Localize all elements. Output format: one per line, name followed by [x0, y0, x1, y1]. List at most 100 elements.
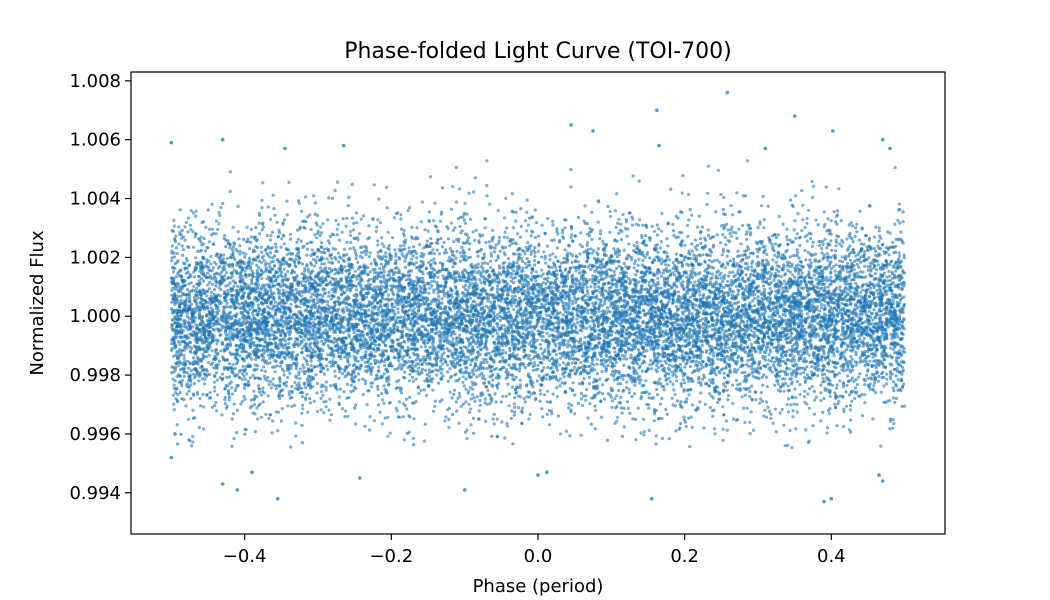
data-point: [229, 305, 233, 309]
data-point: [181, 248, 186, 252]
data-point: [478, 278, 482, 282]
data-point: [882, 384, 886, 388]
data-point: [811, 424, 815, 428]
data-point: [849, 403, 853, 408]
data-point: [771, 258, 775, 262]
data-point: [450, 412, 455, 416]
data-point: [254, 226, 258, 230]
data-point: [408, 355, 412, 359]
data-point: [502, 365, 506, 369]
data-point: [427, 368, 431, 372]
data-point: [271, 419, 275, 423]
data-point: [662, 340, 666, 344]
data-point: [285, 375, 290, 380]
data-point: [405, 407, 409, 411]
data-point: [418, 243, 422, 247]
data-point: [253, 430, 257, 434]
data-point: [877, 226, 882, 230]
data-point: [496, 208, 500, 213]
data-point: [821, 242, 825, 247]
data-point: [202, 382, 207, 386]
data-point: [693, 238, 698, 242]
data-point: [802, 366, 806, 370]
data-point: [378, 410, 382, 414]
data-point: [595, 372, 600, 376]
data-point: [375, 225, 379, 229]
data-point: [885, 377, 889, 381]
data-point: [214, 219, 218, 223]
data-point: [593, 404, 597, 408]
data-point: [804, 428, 808, 432]
data-point: [779, 275, 783, 279]
data-point: [756, 226, 760, 230]
data-point: [243, 255, 247, 259]
data-point: [748, 420, 752, 424]
data-point: [347, 268, 352, 272]
data-point: [330, 276, 334, 280]
data-point: [330, 257, 334, 261]
data-point: [873, 271, 878, 276]
data-point: [369, 385, 374, 389]
data-point: [710, 409, 715, 413]
data-point: [630, 223, 635, 227]
data-point: [731, 383, 735, 387]
data-point: [355, 277, 359, 281]
data-point: [385, 206, 389, 210]
data-point: [489, 265, 493, 270]
data-point: [590, 237, 594, 241]
data-point: [604, 368, 609, 372]
data-point: [236, 204, 240, 208]
data-point: [218, 333, 222, 337]
data-point: [813, 398, 817, 402]
data-point: [308, 401, 312, 405]
data-point: [540, 268, 544, 272]
data-point: [767, 270, 771, 274]
data-point: [665, 382, 669, 386]
data-point: [217, 210, 221, 214]
data-point: [541, 415, 545, 419]
data-point: [368, 251, 372, 255]
data-point: [282, 267, 286, 271]
data-point: [335, 309, 339, 313]
data-point: [796, 212, 800, 216]
data-point: [872, 375, 877, 379]
data-point: [790, 446, 794, 450]
data-point: [340, 407, 345, 411]
data-point: [309, 364, 313, 368]
data-point: [743, 420, 747, 425]
data-point: [170, 318, 174, 322]
data-point: [867, 309, 871, 313]
data-point: [249, 227, 253, 232]
data-point: [829, 239, 833, 243]
data-point: [770, 272, 774, 276]
data-point: [874, 391, 878, 395]
data-point: [764, 375, 769, 379]
data-point: [268, 251, 273, 255]
data-point: [465, 437, 469, 441]
data-point: [773, 383, 777, 387]
data-point: [356, 359, 360, 363]
data-point: [436, 381, 441, 385]
data-point: [457, 391, 461, 396]
data-point: [305, 247, 310, 251]
data-point: [681, 378, 685, 382]
data-point: [382, 244, 386, 249]
data-point: [242, 237, 246, 241]
data-point: [892, 367, 896, 371]
data-point: [833, 391, 837, 395]
data-point: [369, 362, 373, 366]
data-point: [214, 284, 218, 288]
data-point: [555, 395, 559, 399]
data-point: [413, 237, 417, 241]
data-point: [439, 236, 443, 241]
data-point: [178, 342, 182, 347]
data-point: [478, 373, 482, 377]
data-point: [468, 410, 472, 414]
data-point: [579, 391, 583, 395]
data-point: [302, 356, 306, 360]
data-point: [676, 399, 680, 403]
data-point: [525, 257, 529, 261]
data-point: [492, 412, 496, 416]
data-point: [281, 222, 285, 226]
data-point: [859, 275, 863, 279]
